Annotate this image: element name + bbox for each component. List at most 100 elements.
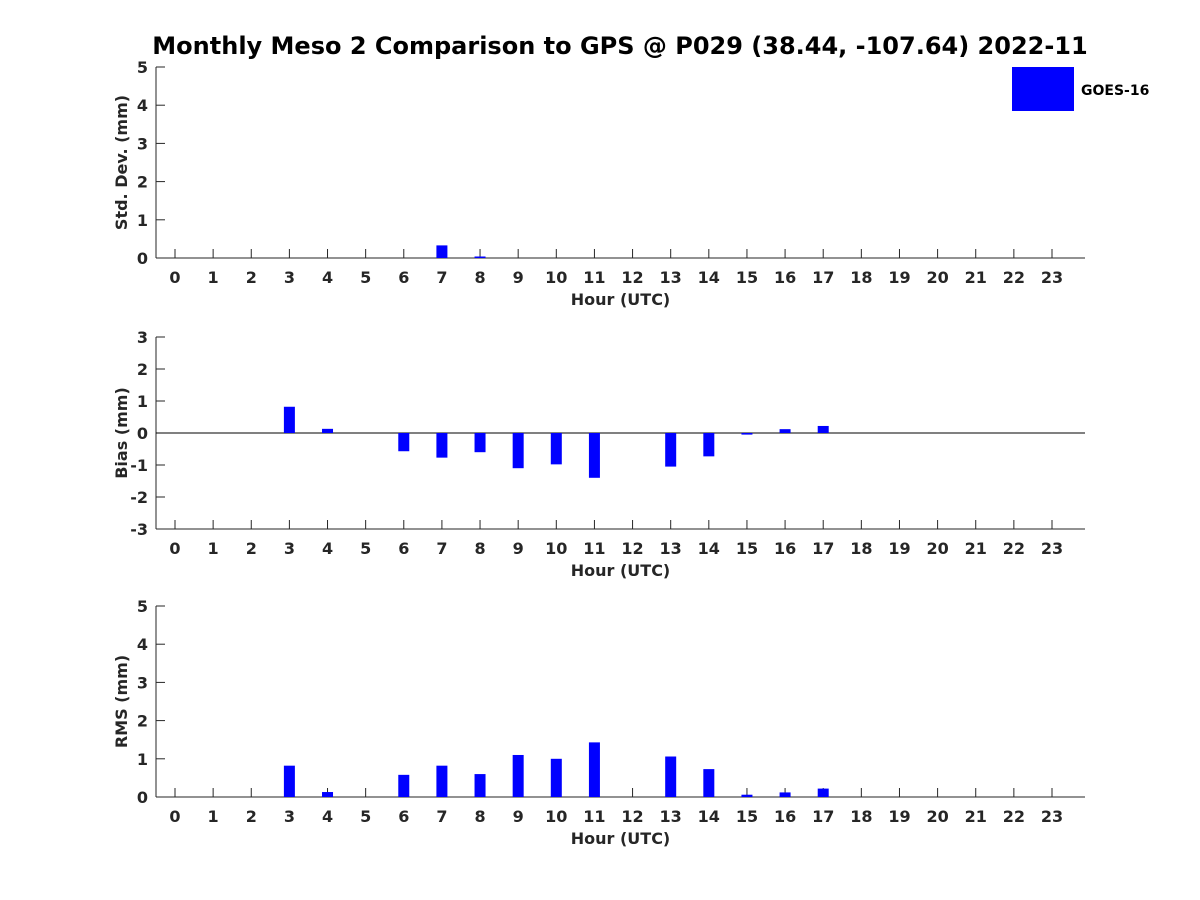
bar-hour-9: [512, 754, 524, 797]
x-tick-label: 9: [513, 807, 524, 826]
bar-hour-11: [588, 433, 600, 478]
y-axis-label: Bias (mm): [112, 387, 131, 479]
bar-hour-7: [436, 765, 448, 797]
x-tick-label: 3: [284, 807, 295, 826]
x-axis-label: Hour (UTC): [571, 290, 671, 309]
x-tick-label: 23: [1041, 268, 1063, 287]
y-tick-label: -1: [130, 456, 148, 475]
x-tick-label: 12: [621, 539, 643, 558]
x-tick-label: 17: [812, 539, 834, 558]
bar-hour-4: [322, 428, 334, 433]
x-tick-label: 8: [474, 807, 485, 826]
bar-hour-10: [550, 758, 562, 797]
x-tick-label: 5: [360, 807, 371, 826]
x-tick-label: 22: [1003, 539, 1025, 558]
x-tick-label: 14: [698, 807, 720, 826]
legend-label: GOES-16: [1081, 83, 1149, 99]
x-tick-label: 1: [208, 268, 219, 287]
x-tick-label: 1: [208, 539, 219, 558]
bar-hour-13: [665, 756, 677, 797]
legend: GOES-16: [1012, 67, 1149, 111]
y-tick-label: 4: [137, 96, 148, 115]
bar-hour-15: [741, 794, 753, 797]
x-tick-label: 17: [812, 268, 834, 287]
x-tick-label: 18: [850, 539, 872, 558]
x-tick-label: 18: [850, 268, 872, 287]
x-tick-label: 21: [965, 268, 987, 287]
x-tick-label: 4: [322, 807, 333, 826]
x-tick-label: 8: [474, 268, 485, 287]
x-tick-label: 15: [736, 807, 758, 826]
bar-hour-17: [817, 788, 829, 797]
bar-hour-8: [474, 433, 486, 453]
bar-hour-6: [398, 774, 410, 797]
x-tick-label: 6: [398, 539, 409, 558]
y-tick-label: 1: [137, 392, 148, 411]
x-tick-label: 19: [888, 268, 910, 287]
x-tick-label: 16: [774, 539, 796, 558]
y-tick-label: 1: [137, 211, 148, 230]
x-tick-label: 6: [398, 807, 409, 826]
x-tick-label: 16: [774, 268, 796, 287]
x-tick-label: 4: [322, 268, 333, 287]
y-tick-label: -2: [130, 488, 148, 507]
x-tick-label: 23: [1041, 539, 1063, 558]
x-tick-label: 8: [474, 539, 485, 558]
bar-hour-13: [665, 433, 677, 467]
x-tick-label: 0: [169, 539, 180, 558]
bar-hour-11: [588, 742, 600, 797]
x-tick-label: 1: [208, 807, 219, 826]
x-tick-label: 7: [436, 807, 447, 826]
x-tick-label: 2: [246, 807, 257, 826]
x-tick-label: 3: [284, 539, 295, 558]
x-tick-label: 16: [774, 807, 796, 826]
bar-hour-14: [703, 433, 715, 457]
x-tick-label: 9: [513, 268, 524, 287]
y-tick-label: 5: [137, 597, 148, 616]
y-tick-label: 2: [137, 712, 148, 731]
x-tick-label: 22: [1003, 268, 1025, 287]
x-tick-label: 11: [583, 539, 605, 558]
x-tick-label: 15: [736, 268, 758, 287]
x-tick-label: 20: [926, 268, 948, 287]
y-tick-label: 0: [137, 788, 148, 807]
x-tick-label: 22: [1003, 807, 1025, 826]
bar-hour-8: [474, 256, 486, 258]
chart-title: Monthly Meso 2 Comparison to GPS @ P029 …: [152, 32, 1087, 60]
x-tick-label: 19: [888, 807, 910, 826]
bar-hour-4: [322, 792, 334, 797]
bar-hour-7: [436, 245, 448, 258]
x-tick-label: 11: [583, 268, 605, 287]
x-tick-label: 20: [926, 539, 948, 558]
x-tick-label: 11: [583, 807, 605, 826]
bar-hour-10: [550, 433, 562, 465]
x-tick-label: 18: [850, 807, 872, 826]
x-tick-label: 13: [660, 807, 682, 826]
x-tick-label: 6: [398, 268, 409, 287]
x-tick-label: 10: [545, 268, 567, 287]
y-tick-label: 0: [137, 249, 148, 268]
legend-swatch: [1012, 67, 1074, 111]
x-tick-label: 19: [888, 539, 910, 558]
x-tick-label: 20: [926, 807, 948, 826]
x-tick-label: 15: [736, 539, 758, 558]
x-tick-label: 0: [169, 807, 180, 826]
y-tick-label: 3: [137, 328, 148, 347]
bar-hour-6: [398, 433, 410, 452]
x-tick-label: 13: [660, 539, 682, 558]
x-tick-label: 21: [965, 539, 987, 558]
x-tick-label: 10: [545, 539, 567, 558]
y-tick-label: 3: [137, 673, 148, 692]
x-tick-label: 5: [360, 539, 371, 558]
x-tick-label: 4: [322, 539, 333, 558]
bar-hour-3: [283, 765, 295, 797]
x-tick-label: 2: [246, 539, 257, 558]
y-tick-label: -3: [130, 520, 148, 539]
y-axis-label: Std. Dev. (mm): [112, 95, 131, 230]
x-tick-label: 12: [621, 807, 643, 826]
bar-hour-15: [741, 433, 753, 435]
